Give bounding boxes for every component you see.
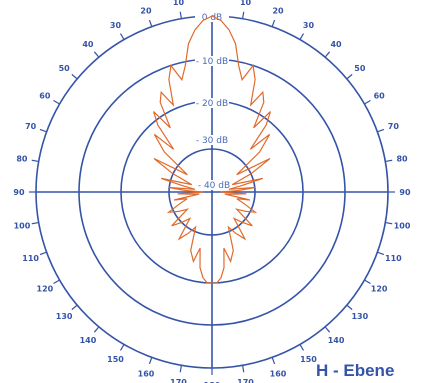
angle-tick-right-12: [364, 279, 371, 285]
ring-label-20db: - 20 dB: [196, 99, 228, 109]
angle-tick-left-12: [71, 304, 78, 311]
angle-label-left-4: 50: [59, 64, 71, 73]
angle-label-right-1: 10: [240, 0, 252, 7]
angle-tick-left-11: [53, 279, 60, 285]
angle-ticks: 10 20 30 40 50 60 70 80 90 100 110 120 130 140 150 160 1…: [13, 0, 411, 383]
angle-tick-left-2: [119, 33, 125, 40]
angle-label-left-11: 120: [37, 285, 54, 294]
angle-tick-left-5: [53, 99, 60, 105]
ring-label-40db: - 40 dB: [198, 181, 230, 191]
angle-label-left-16: 170: [170, 378, 187, 383]
angle-label-right-7: 70: [388, 122, 400, 131]
ring-label-0db: 0 dB: [202, 13, 222, 23]
angle-tick-left-9: [31, 221, 39, 225]
angle-label-left-13: 140: [80, 336, 97, 345]
angle-label-right-9: 90: [399, 188, 411, 197]
angle-tick-right-2: [271, 19, 276, 27]
ring-label-bg: [195, 12, 229, 22]
ring-label-30db: - 30 dB: [196, 136, 228, 146]
angle-label-right-6: 60: [374, 92, 386, 101]
angle-tick-left-13: [93, 326, 100, 333]
angle-label-right-8: 80: [396, 154, 408, 163]
angle-label-right-18: 180: [204, 381, 221, 383]
angle-label-right-14: 140: [328, 336, 345, 345]
angle-label-right-12: 120: [371, 285, 388, 294]
pattern-line: [153, 15, 271, 284]
angle-tick-left-7: [31, 159, 39, 163]
angle-tick-right-3: [299, 33, 305, 40]
angle-label-left-6: 70: [25, 122, 37, 131]
angle-label-right-3: 30: [303, 21, 315, 30]
angle-tick-left-1: [148, 19, 153, 27]
angle-label-left-14: 150: [107, 355, 124, 364]
ring-labels: 0 dB - 10 dB - 20 dB - 30 dB - 40 dB: [195, 12, 231, 191]
angle-tick-left-6: [39, 128, 47, 133]
axis-spokes: [36, 16, 388, 368]
angle-tick-right-13: [346, 304, 353, 311]
angle-label-left-12: 130: [56, 312, 73, 321]
angle-tick-left-4: [71, 73, 78, 80]
angle-label-left-3: 40: [82, 40, 94, 49]
ring-label-bg: [195, 135, 229, 145]
angle-tick-left-14: [119, 344, 125, 351]
angle-label-left-15: 160: [138, 369, 155, 378]
angle-label-right-13: 130: [351, 312, 368, 321]
angle-tick-left-15: [148, 357, 153, 365]
ring-label-10db: - 10 dB: [196, 57, 228, 67]
angle-label-left-2: 30: [110, 21, 122, 30]
angle-label-left-1: 20: [140, 7, 152, 16]
angle-label-right-5: 50: [354, 64, 366, 73]
angle-label-right-15: 150: [300, 355, 317, 364]
angle-tick-left-3: [93, 51, 100, 58]
angle-label-right-10: 100: [394, 222, 411, 231]
angle-label-left-7: 80: [16, 154, 28, 163]
angle-label-left-10: 110: [22, 254, 39, 263]
angle-label-right-17: 170: [237, 378, 254, 383]
angle-tick-right-7: [377, 128, 385, 133]
angle-tick-right-8: [385, 159, 393, 163]
angle-tick-left-0: [179, 11, 183, 19]
angle-label-right-4: 40: [330, 40, 342, 49]
angle-tick-right-16: [271, 357, 276, 365]
angle-tick-right-14: [324, 326, 331, 333]
angle-tick-right-6: [364, 99, 371, 105]
angle-label-right-16: 160: [270, 369, 287, 378]
plane-label: H - Ebene: [316, 361, 394, 380]
angle-tick-left-16: [179, 365, 183, 373]
angle-tick-right-11: [377, 251, 385, 256]
angle-label-left-9: 100: [14, 222, 31, 231]
ring-label-bg: [197, 180, 231, 190]
angle-tick-right-17: [241, 365, 245, 373]
angle-tick-right-15: [299, 344, 305, 351]
angle-tick-right-1: [241, 11, 245, 19]
ring-label-bg: [195, 98, 229, 108]
angle-label-left-0: 10: [173, 0, 185, 7]
ring-label-bg: [195, 56, 229, 66]
angle-tick-right-5: [346, 73, 353, 80]
angle-tick-left-10: [39, 251, 47, 256]
angle-label-right-2: 20: [272, 7, 284, 16]
angle-tick-right-4: [324, 51, 331, 58]
angle-label-left-5: 60: [39, 92, 51, 101]
angle-label-right-11: 110: [385, 254, 402, 263]
angle-label-left-8: 90: [13, 188, 25, 197]
angle-tick-right-10: [385, 221, 393, 225]
radiation-pattern: [153, 15, 271, 284]
